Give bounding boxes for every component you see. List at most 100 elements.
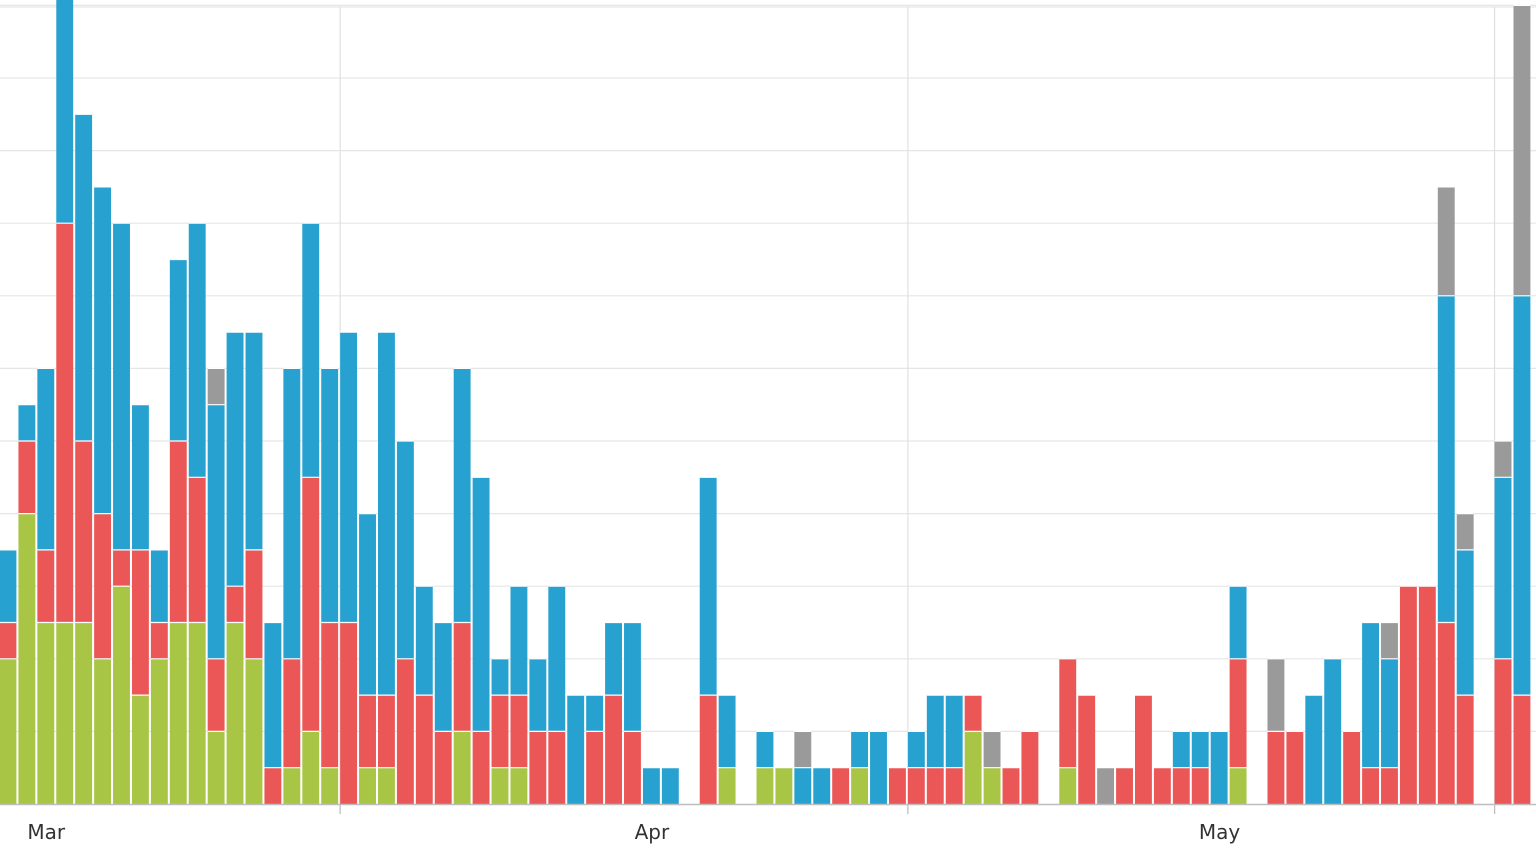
bar-segment-green — [245, 658, 263, 804]
bar-segment-blue — [434, 622, 452, 732]
bar-segment-gray — [1456, 513, 1474, 550]
bar-segment-blue — [169, 259, 187, 441]
bar-segment-green — [1229, 767, 1247, 804]
bar-segment-green — [851, 767, 869, 804]
bar-segment-gray — [794, 731, 812, 768]
bar-segment-red — [302, 477, 320, 732]
bar-segment-red — [945, 767, 963, 804]
bar-segment-red — [1381, 767, 1398, 804]
bar-segment-red — [37, 549, 55, 623]
bar-segment-red — [1513, 695, 1531, 804]
bar-segment-gray — [983, 731, 1001, 768]
bar-segment-red — [150, 622, 168, 659]
bar-segment-red — [18, 441, 36, 514]
bar-segment-blue — [453, 368, 471, 623]
bar-segment-gray — [1381, 622, 1398, 659]
bar-segment-blue — [1305, 695, 1323, 804]
bar-segment-blue — [1494, 477, 1512, 659]
bar-segment-red — [131, 549, 149, 696]
bar-segment-blue — [529, 658, 547, 732]
bar-segment-blue — [605, 622, 622, 696]
bar-segment-red — [1286, 731, 1304, 804]
bar-segment-red — [453, 622, 471, 732]
bar-segment-red — [699, 695, 717, 804]
bar-segment-red — [1078, 695, 1096, 804]
bar-segment-red — [1399, 586, 1417, 804]
bar-segment-blue — [907, 731, 925, 768]
bar-segment-blue — [510, 586, 528, 696]
bar-segment-blue — [150, 549, 168, 623]
bar-segment-red — [75, 441, 93, 623]
bar-segment-green — [150, 658, 168, 804]
bar-segment-blue — [586, 695, 604, 732]
bar-segment-gray — [1513, 5, 1531, 296]
bar-segment-red — [1153, 767, 1171, 804]
bar-segment-blue — [1437, 295, 1455, 623]
bar-segment-red — [1343, 731, 1361, 804]
bar-segment-red — [1002, 767, 1020, 804]
x-tick-label: Apr — [635, 820, 670, 844]
bar-segment-red — [359, 695, 376, 768]
bar-segment-blue — [567, 695, 585, 804]
bar-segment-blue — [1172, 731, 1190, 768]
bar-segment-blue — [1324, 658, 1342, 804]
bar-segment-blue — [378, 332, 395, 696]
bar-segment-green — [113, 586, 130, 804]
bar-segment-green — [491, 767, 509, 804]
bar-segment-red — [378, 695, 395, 768]
bar-segment-blue — [548, 586, 566, 732]
bar-segment-gray — [1097, 767, 1115, 804]
bar-segment-blue — [661, 767, 679, 804]
bar-segment-green — [453, 731, 471, 804]
bar-segment-blue — [945, 695, 963, 768]
bar-segment-blue — [718, 695, 736, 768]
bar-segment-blue — [321, 368, 339, 623]
bar-segment-green — [131, 695, 149, 804]
bar-segment-red — [321, 622, 339, 768]
bar-segment-green — [1059, 767, 1077, 804]
bar-segment-blue — [56, 0, 74, 224]
x-tick-label: May — [1199, 820, 1241, 844]
bar-segment-red — [586, 731, 604, 804]
bar-segment-blue — [699, 477, 717, 696]
bar-segment-blue — [37, 368, 55, 550]
bar-segment-red — [396, 658, 414, 804]
bar-segment-blue — [1381, 658, 1398, 768]
bar-segment-blue — [283, 368, 301, 659]
bar-segment-blue — [131, 404, 149, 550]
bar-segment-red — [888, 767, 906, 804]
bar-segment-red — [1437, 622, 1455, 804]
bar-segment-gray — [207, 368, 225, 405]
bar-segment-blue — [794, 767, 812, 804]
bar-segment-green — [756, 767, 774, 804]
bar-segment-green — [964, 731, 982, 804]
bar-segment-blue — [113, 223, 130, 550]
bar-segment-blue — [1513, 295, 1531, 696]
bar-segment-green — [283, 767, 301, 804]
bars — [0, 0, 1531, 804]
bar-segment-blue — [396, 441, 414, 659]
bar-segment-green — [56, 622, 74, 804]
bar-segment-red — [1172, 767, 1190, 804]
bar-segment-green — [302, 731, 320, 804]
x-tick-label: Mar — [27, 820, 66, 844]
bar-segment-blue — [1229, 586, 1247, 659]
bar-segment-red — [964, 695, 982, 732]
bar-segment-blue — [624, 622, 641, 732]
bar-segment-blue — [813, 767, 831, 804]
bar-segment-green — [18, 513, 36, 804]
bar-segment-red — [1191, 767, 1209, 804]
bar-segment-red — [188, 477, 206, 623]
bar-segment-green — [207, 731, 225, 804]
bar-segment-red — [1418, 586, 1436, 804]
bar-segment-red — [1362, 767, 1379, 804]
bar-segment-red — [832, 767, 850, 804]
bar-segment-green — [188, 622, 206, 804]
bar-segment-green — [37, 622, 55, 804]
bar-segment-blue — [1210, 731, 1228, 804]
bar-segment-blue — [472, 477, 490, 732]
bar-segment-blue — [0, 549, 17, 623]
bar-segment-red — [415, 695, 433, 804]
bar-segment-blue — [94, 186, 112, 514]
bar-segment-red — [1267, 731, 1285, 804]
